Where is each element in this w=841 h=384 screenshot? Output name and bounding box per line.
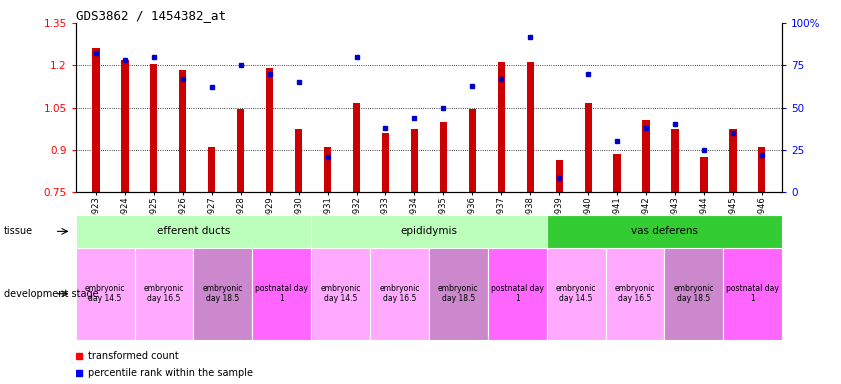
Bar xyxy=(664,248,723,340)
Bar xyxy=(208,147,215,192)
Bar xyxy=(606,248,664,340)
Bar xyxy=(151,64,157,192)
Text: tissue: tissue xyxy=(4,226,34,237)
Bar xyxy=(547,215,782,248)
Text: postnatal day
1: postnatal day 1 xyxy=(491,284,543,303)
Bar xyxy=(324,147,331,192)
Bar xyxy=(613,154,621,192)
Bar xyxy=(193,248,252,340)
Bar xyxy=(295,129,302,192)
Bar xyxy=(488,248,547,340)
Bar xyxy=(76,215,311,248)
Text: transformed count: transformed count xyxy=(88,351,179,361)
Text: percentile rank within the sample: percentile rank within the sample xyxy=(88,368,253,378)
Bar xyxy=(311,215,547,248)
Text: development stage: development stage xyxy=(4,289,99,299)
Bar xyxy=(759,147,765,192)
Bar xyxy=(556,160,563,192)
Text: vas deferens: vas deferens xyxy=(631,226,698,237)
Bar xyxy=(237,109,245,192)
Text: embryonic
day 18.5: embryonic day 18.5 xyxy=(438,284,479,303)
Text: epididymis: epididymis xyxy=(400,226,458,237)
Bar xyxy=(266,68,273,192)
Text: efferent ducts: efferent ducts xyxy=(156,226,230,237)
Text: embryonic
day 18.5: embryonic day 18.5 xyxy=(674,284,714,303)
Bar xyxy=(382,133,389,192)
Bar xyxy=(498,63,505,192)
Text: embryonic
day 16.5: embryonic day 16.5 xyxy=(615,284,655,303)
Bar xyxy=(429,248,488,340)
Text: embryonic
day 14.5: embryonic day 14.5 xyxy=(320,284,361,303)
Bar xyxy=(440,122,447,192)
Bar xyxy=(584,103,592,192)
Bar xyxy=(526,63,534,192)
Bar xyxy=(76,248,135,340)
Text: embryonic
day 18.5: embryonic day 18.5 xyxy=(203,284,243,303)
Bar xyxy=(179,70,187,192)
Bar xyxy=(468,109,476,192)
Text: embryonic
day 16.5: embryonic day 16.5 xyxy=(379,284,420,303)
Bar xyxy=(121,60,129,192)
Text: GDS3862 / 1454382_at: GDS3862 / 1454382_at xyxy=(76,9,225,22)
Bar xyxy=(370,248,429,340)
Bar xyxy=(252,248,311,340)
Bar xyxy=(311,248,370,340)
Text: postnatal day
1: postnatal day 1 xyxy=(727,284,779,303)
Bar xyxy=(547,248,606,340)
Bar xyxy=(723,248,782,340)
Text: embryonic
day 14.5: embryonic day 14.5 xyxy=(85,284,125,303)
Text: embryonic
day 16.5: embryonic day 16.5 xyxy=(144,284,184,303)
Bar xyxy=(135,248,193,340)
Bar xyxy=(729,129,737,192)
Bar xyxy=(93,48,99,192)
Bar xyxy=(410,129,418,192)
Text: embryonic
day 14.5: embryonic day 14.5 xyxy=(556,284,596,303)
Bar xyxy=(353,103,360,192)
Bar xyxy=(671,129,679,192)
Bar xyxy=(701,157,707,192)
Text: postnatal day
1: postnatal day 1 xyxy=(256,284,308,303)
Bar xyxy=(643,120,649,192)
